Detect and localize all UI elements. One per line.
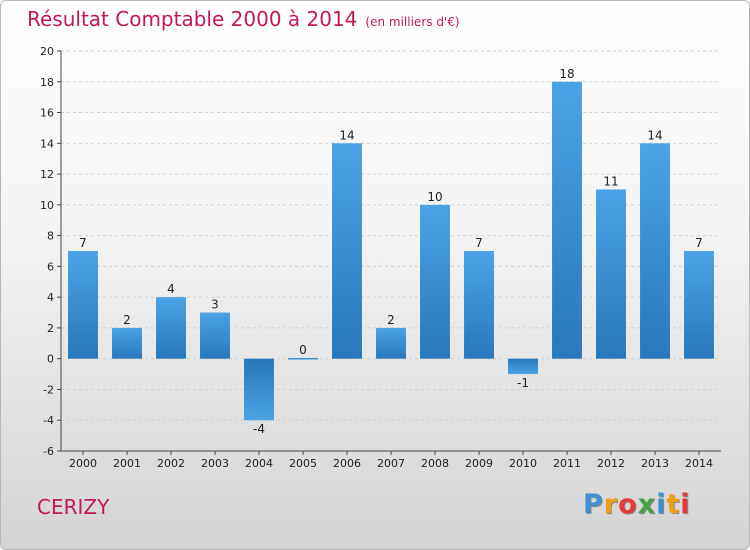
bar [508,358,538,375]
x-tick-label: 2010 [509,457,537,470]
bar [156,297,186,359]
x-tick-label: 2001 [113,457,141,470]
bar [112,327,142,359]
y-tick-label: 20 [40,45,54,58]
bar [376,327,406,359]
data-label: 7 [475,236,483,250]
bar [552,81,582,359]
y-tick-label: 2 [47,322,54,335]
commune-name: CERIZY [37,495,110,519]
x-tick-label: 2012 [597,457,625,470]
bar [464,251,494,359]
y-tick-label: 14 [40,137,54,150]
x-tick-label: 2003 [201,457,229,470]
bar [244,358,274,421]
bar [596,189,626,359]
y-tick-label: 16 [40,107,54,120]
y-tick-label: 10 [40,199,54,212]
logo-letter: o [618,489,638,520]
data-label: 2 [123,313,131,327]
x-tick-label: 2008 [421,457,449,470]
x-tick-label: 2011 [553,457,581,470]
x-tick-label: 2009 [465,457,493,470]
data-label: 18 [559,67,574,81]
data-label: 3 [211,298,219,312]
proxiti-logo: Proxiti [583,489,691,520]
data-label: 0 [299,343,307,357]
x-tick-label: 2002 [157,457,185,470]
y-tick-label: -4 [43,414,54,427]
x-tick-label: 2007 [377,457,405,470]
y-tick-label: 4 [47,291,54,304]
bar [420,204,450,359]
bar [288,357,318,360]
x-tick-label: 2013 [641,457,669,470]
y-tick-label: -2 [43,383,54,396]
data-label: 7 [79,236,87,250]
data-label: 4 [167,282,175,296]
logo-letter: x [637,489,657,520]
bar [200,312,230,359]
logo-letter: P [583,489,604,520]
data-label: 7 [695,236,703,250]
y-tick-label: 18 [40,76,54,89]
x-tick-label: 2006 [333,457,361,470]
logo-letter: t [666,489,681,520]
x-tick-label: 2005 [289,457,317,470]
labels: -6-4-20246810121416182020007200122002420… [40,45,713,470]
bar [68,251,98,359]
logo-letter: r [603,489,619,520]
x-tick-label: 2000 [69,457,97,470]
data-label: 11 [603,174,618,188]
data-label: 14 [647,128,662,142]
y-tick-label: 12 [40,168,54,181]
bar [332,143,362,359]
data-label: 14 [339,128,354,142]
x-tick-label: 2004 [245,457,273,470]
y-tick-label: -6 [43,445,54,458]
logo-letter: i [680,489,691,520]
logo-letter: i [656,489,667,520]
y-tick-label: 6 [47,260,54,273]
data-label: 10 [427,190,442,204]
bar [684,251,714,359]
bars [68,81,714,421]
y-tick-label: 8 [47,230,54,243]
y-tick-label: 0 [47,353,54,366]
axes [57,50,721,455]
chart-title-block: Résultat Comptable 2000 à 2014 (en millie… [27,7,460,31]
bar [640,143,670,359]
x-tick-label: 2014 [685,457,713,470]
chart-subtitle: (en milliers d'€) [365,15,460,29]
data-label: -4 [253,422,265,436]
data-label: 2 [387,313,395,327]
chart-title: Résultat Comptable 2000 à 2014 [27,7,358,31]
data-label: -1 [517,376,529,390]
